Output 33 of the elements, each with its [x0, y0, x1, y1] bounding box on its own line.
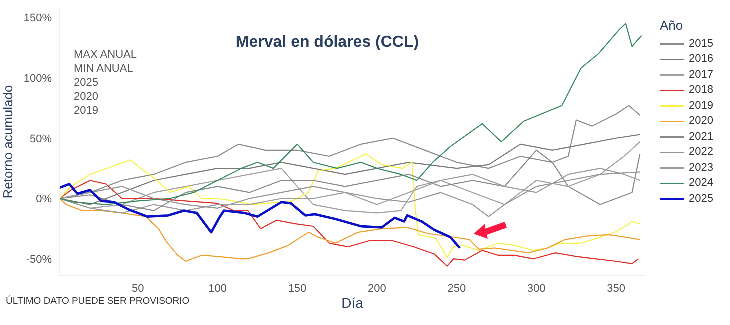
annotation: 2025 [74, 76, 100, 90]
x-tick-label: 50 [132, 282, 144, 295]
x-tick-label: 150 [288, 282, 307, 295]
legend-label: 2016 [689, 53, 714, 66]
x-axis-title: Día [342, 295, 364, 311]
legend-label: 2022 [689, 146, 714, 158]
legend-title: Año [660, 18, 684, 33]
annotation: 2020 [74, 90, 100, 104]
text: ÚLTIMO DATO PUEDE SER PROVISORIO [6, 296, 190, 307]
x-tick-label: 300 [527, 282, 546, 295]
annotation: MAX ANUAL [74, 48, 137, 62]
y-tick-label: -50% [26, 254, 52, 266]
legend-label: 2017 [689, 68, 714, 81]
legend-label: 2021 [689, 130, 714, 143]
x-tick-label: 100 [208, 282, 227, 295]
legend-label: 2025 [689, 192, 714, 205]
annotation: 2019 [74, 104, 100, 118]
y-tick-label: 150% [24, 12, 52, 25]
legend-label: 2023 [689, 162, 714, 174]
y-tick-label: 100% [24, 72, 52, 85]
x-tick-label: 200 [368, 282, 386, 295]
y-tick-label: 0% [36, 194, 52, 206]
y-axis-title: Retorno acumulado [0, 85, 16, 199]
x-tick-label: 250 [448, 282, 466, 295]
legend-label: 2024 [689, 177, 714, 190]
legend-label: 2020 [689, 115, 714, 128]
x-tick-label: 350 [607, 282, 626, 295]
y-tick-label: 50% [30, 133, 52, 146]
text: Merval en dólares (CCL) [236, 34, 420, 51]
annotation: MIN ANUAL [74, 62, 134, 76]
legend-label: 2018 [689, 84, 714, 96]
legend-label: 2019 [689, 100, 714, 112]
legend-label: 2015 [689, 38, 714, 50]
